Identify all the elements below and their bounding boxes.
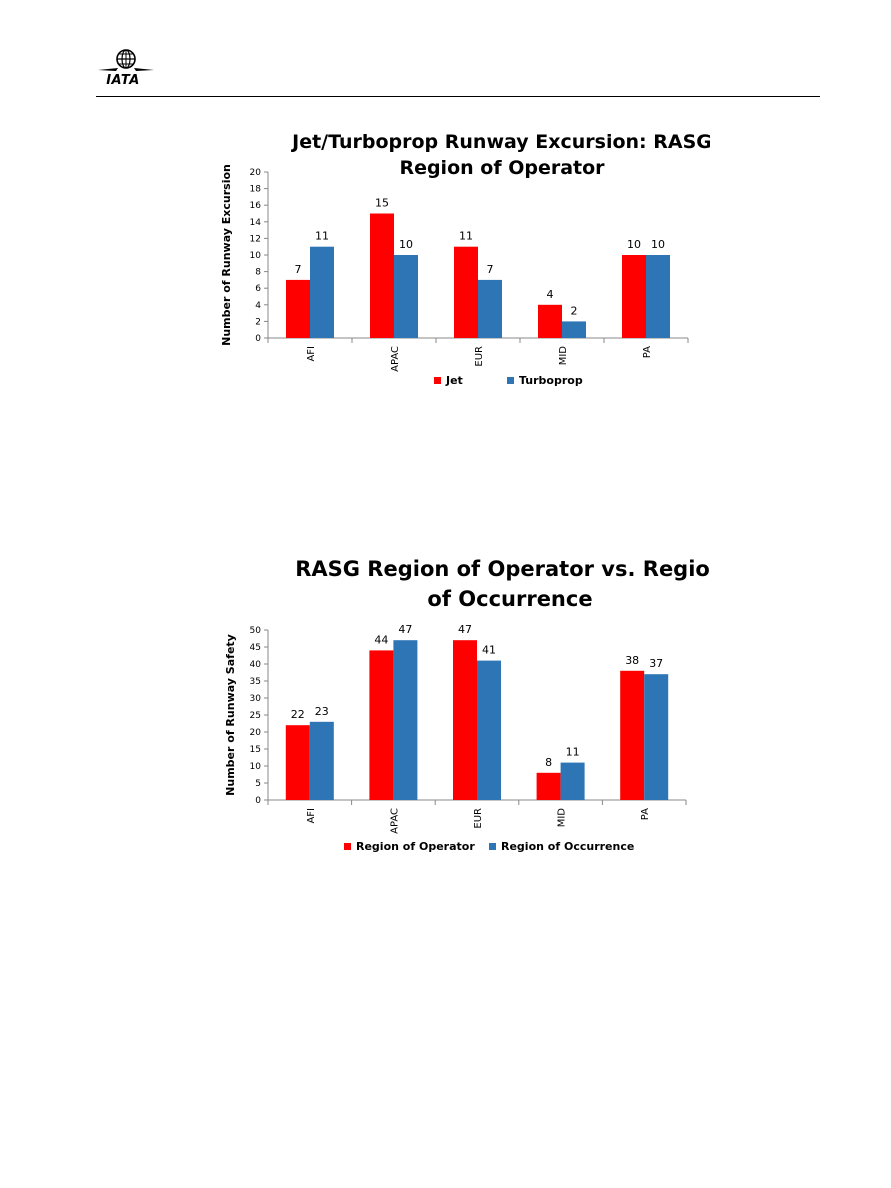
data-label: 8: [545, 756, 552, 769]
y-tick-label: 12: [250, 234, 261, 244]
y-tick-label: 30: [250, 694, 262, 704]
data-label: 23: [315, 705, 329, 718]
data-label: 47: [398, 623, 412, 636]
bar-turboprop: [310, 246, 334, 338]
legend-label: Region of Occurrence: [501, 840, 634, 853]
x-category-label: AFI: [306, 346, 317, 362]
y-tick-label: 25: [250, 711, 261, 721]
x-category-label: EUR: [474, 346, 485, 367]
legend-label: Region of Operator: [356, 840, 475, 853]
bar-region-of-occurrence: [309, 721, 334, 800]
data-label: 41: [482, 644, 496, 657]
y-tick-label: 18: [250, 185, 262, 195]
bar-turboprop: [562, 321, 586, 338]
data-label: 7: [487, 263, 494, 276]
iata-logo-text: IATA: [106, 73, 140, 88]
y-tick-label: 16: [250, 201, 262, 211]
y-tick-label: 10: [250, 762, 262, 772]
data-label: 7: [295, 263, 302, 276]
bar-region-of-operator: [453, 640, 477, 800]
bar-region-of-occurrence: [644, 674, 669, 800]
data-label: 10: [651, 238, 665, 251]
runway-excursion-chart: Jet/Turboprop Runway Excursion: RASG Regi…: [210, 122, 710, 402]
y-tick-label: 4: [255, 301, 261, 311]
legend-swatch: [489, 843, 496, 850]
data-label: 15: [375, 197, 389, 210]
y-tick-label: 35: [250, 677, 261, 687]
data-label: 2: [571, 304, 578, 317]
bar-region-of-operator: [620, 670, 645, 800]
header-divider: [96, 96, 820, 97]
y-tick-label: 45: [250, 643, 261, 653]
runway-excursion-chart-svg: Jet/Turboprop Runway Excursion: RASG Regi…: [220, 131, 710, 387]
chart-title-line: Jet/Turboprop Runway Excursion: RASG: [290, 131, 710, 153]
y-tick-label: 2: [255, 317, 261, 327]
y-tick-label: 6: [255, 284, 261, 294]
legend-label: Turboprop: [519, 374, 583, 387]
bar-region-of-operator: [536, 772, 561, 800]
page-header: IATA: [0, 0, 891, 100]
y-tick-label: 20: [250, 728, 262, 738]
y-tick-label: 50: [250, 626, 262, 636]
x-category-label: MID: [558, 346, 569, 366]
x-category-label: EUR: [473, 808, 484, 829]
x-category-label: AFI: [306, 808, 317, 824]
x-category-label: APAC: [390, 346, 401, 372]
bar-region-of-operator: [369, 650, 394, 800]
x-category-label: PA: [642, 346, 653, 358]
bar-region-of-operator: [285, 725, 310, 800]
chart-title-line: Region of Operator: [399, 157, 605, 179]
data-label: 38: [625, 654, 639, 667]
bar-region-of-occurrence: [477, 660, 501, 800]
y-tick-label: 0: [255, 334, 261, 344]
legend-label: Jet: [445, 374, 463, 387]
data-label: 11: [566, 746, 580, 759]
data-label: 37: [649, 657, 663, 670]
legend-swatch: [507, 377, 514, 384]
x-category-label: PA: [640, 808, 651, 820]
iata-globe-logo-icon: [98, 49, 154, 71]
x-category-label: APAC: [389, 808, 400, 834]
data-label: 11: [315, 230, 329, 243]
x-category-label: MID: [557, 808, 568, 828]
data-label: 4: [547, 288, 554, 301]
y-tick-label: 20: [250, 168, 262, 178]
bar-turboprop: [646, 255, 670, 338]
chart-title-line: of Occurrence: [427, 587, 592, 611]
y-axis-label: Number of Runway Excursion: [220, 164, 233, 346]
bar-region-of-occurrence: [560, 762, 585, 800]
y-tick-label: 10: [250, 251, 262, 261]
data-label: 22: [291, 708, 305, 721]
legend-swatch: [344, 843, 351, 850]
region-comparison-chart: RASG Region of Operator vs. Region of Occ…: [210, 550, 710, 860]
y-tick-label: 8: [255, 268, 261, 278]
data-label: 10: [627, 238, 641, 251]
data-label: 11: [459, 230, 473, 243]
bar-jet: [370, 213, 394, 338]
data-label: 47: [458, 623, 472, 636]
y-tick-label: 40: [250, 660, 262, 670]
bar-jet: [622, 255, 646, 338]
legend-swatch: [434, 377, 441, 384]
bar-jet: [454, 246, 478, 338]
y-tick-label: 5: [255, 779, 261, 789]
y-tick-label: 0: [255, 796, 261, 806]
y-tick-label: 15: [250, 745, 261, 755]
bar-turboprop: [478, 279, 502, 338]
bar-jet: [538, 304, 562, 338]
bar-turboprop: [394, 255, 418, 338]
y-tick-label: 14: [250, 218, 262, 228]
data-label: 44: [374, 633, 388, 646]
region-comparison-chart-svg: RASG Region of Operator vs. Region of Occ…: [224, 557, 710, 853]
data-label: 10: [399, 238, 413, 251]
chart-title-line: RASG Region of Operator vs. Region: [295, 557, 710, 581]
bar-jet: [286, 279, 310, 338]
y-axis-label: Number of Runway Safety: [224, 634, 237, 796]
bar-region-of-occurrence: [393, 640, 418, 800]
